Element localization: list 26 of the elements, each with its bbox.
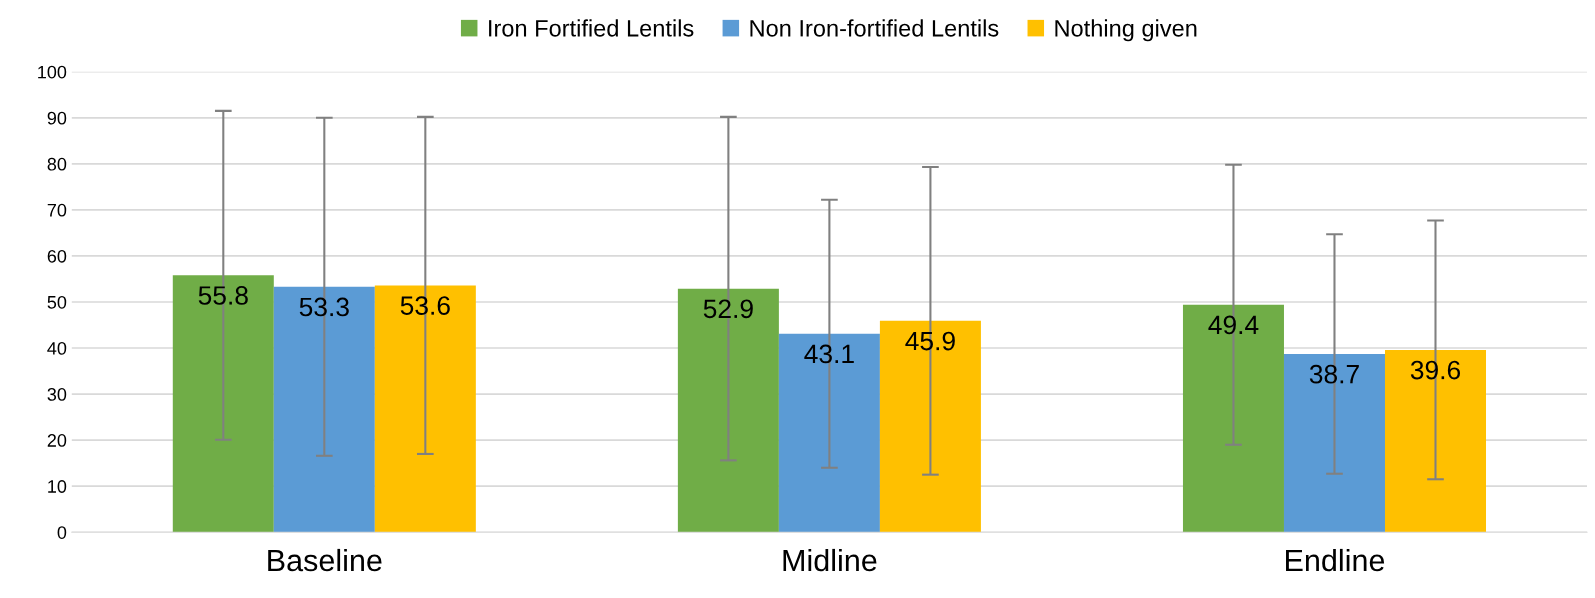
y-tick-label: 90 (47, 111, 67, 125)
y-tick-label: 0 (57, 526, 67, 539)
y-tick-label: 10 (48, 480, 67, 493)
y-tick-label: 20 (47, 434, 67, 447)
x-tick-label: Baseline (268, 548, 382, 572)
y-tick-label: 50 (47, 295, 67, 309)
data-label: 52.9 (703, 299, 753, 319)
data-label: 53.3 (299, 297, 349, 317)
data-label: 38.7 (1309, 364, 1359, 384)
legend-label: Nothing given (1055, 19, 1197, 42)
x-tick-label: Midline (783, 548, 877, 572)
data-label: 45.9 (905, 331, 955, 351)
data-label: 39.6 (1410, 360, 1461, 380)
y-tick-label: 70 (47, 203, 67, 217)
legend-label: Non Iron-fortified Lentils (750, 19, 999, 37)
data-label: 49.4 (1208, 315, 1259, 335)
data-label: 53.6 (400, 296, 450, 315)
y-tick-label: 40 (47, 341, 67, 355)
y-tick-label: 100 (38, 65, 67, 79)
data-label: 43.1 (804, 344, 854, 364)
data-label: 55.8 (198, 286, 248, 305)
y-tick-label: 60 (47, 249, 67, 263)
y-tick-label: 30 (47, 388, 67, 401)
legend-label: Iron Fortified Lentils (489, 19, 694, 37)
x-tick-label: Endline (1286, 548, 1385, 572)
y-tick-label: 80 (47, 157, 67, 171)
